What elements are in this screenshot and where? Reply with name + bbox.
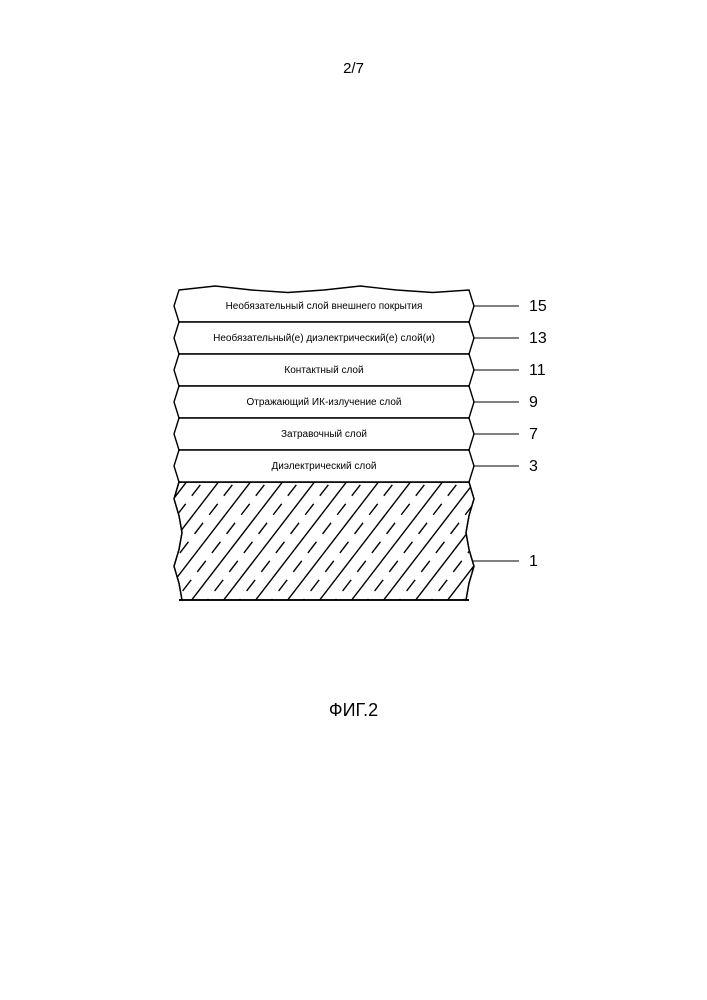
layer-7-number: 7 bbox=[529, 426, 538, 443]
layer-13-number: 13 bbox=[529, 330, 547, 347]
layer-11-label: Контактный слой bbox=[284, 365, 363, 376]
layer-15-label: Необязательный слой внешнего покрытия bbox=[225, 300, 422, 312]
layer-15-number: 15 bbox=[529, 298, 547, 315]
layer-3-label: Диэлектрический слой bbox=[271, 461, 376, 472]
page-number: 2/7 bbox=[0, 60, 707, 77]
layer-diagram: Необязательный слой внешнего покрытия 15 Н… bbox=[124, 280, 584, 620]
layer-9-number: 9 bbox=[529, 394, 538, 411]
layer-7-label: Затравочный слой bbox=[280, 429, 366, 440]
layer-3-number: 3 bbox=[529, 458, 538, 475]
layer-11-number: 11 bbox=[529, 362, 546, 379]
figure-caption: ФИГ.2 bbox=[0, 700, 707, 721]
layer-13-label: Необязательный(е) диэлектрический(е) сло… bbox=[213, 332, 435, 344]
layer-9-label: Отражающий ИК-излучение слой bbox=[246, 397, 401, 408]
page: 2/7 Необязательный слой внешнего покрыти… bbox=[0, 0, 707, 1000]
substrate-number: 1 bbox=[529, 553, 538, 570]
figure-wrapper: Необязательный слой внешнего покрытия 15 Н… bbox=[0, 280, 707, 620]
